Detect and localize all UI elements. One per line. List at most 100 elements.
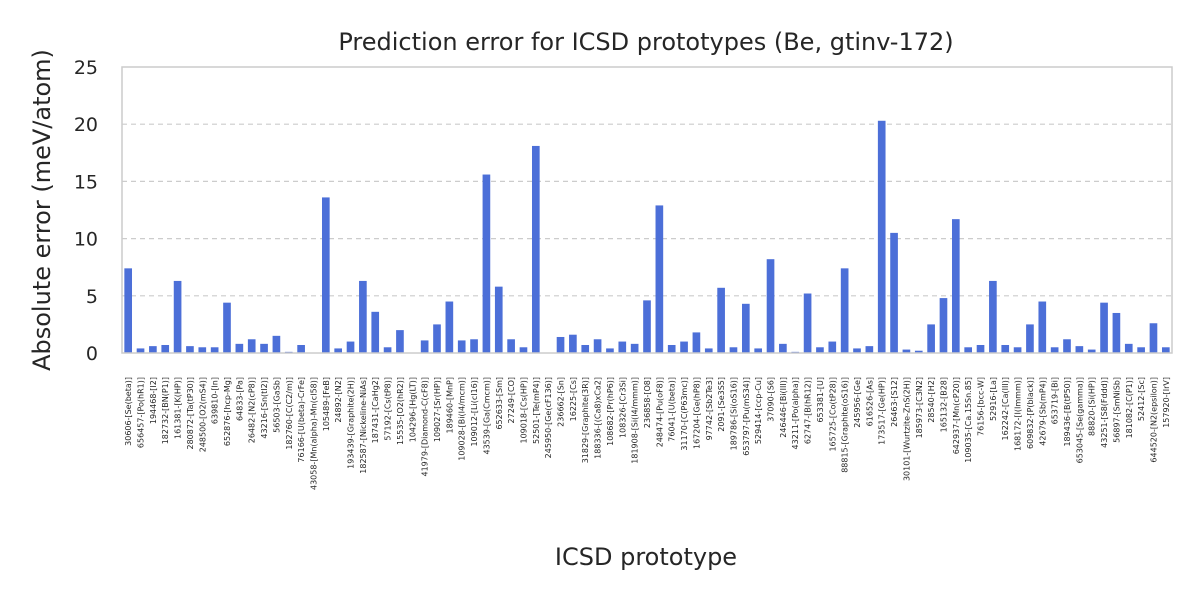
x-tick-label: 56897-[SmNiSb]	[1112, 377, 1121, 443]
x-tick-label: 88815-[Graphite(oS16)]	[841, 377, 850, 473]
bar	[1063, 339, 1071, 353]
x-tick-label: 57192-[Cs(tP8)]	[384, 377, 393, 441]
bar	[840, 268, 849, 353]
bar	[766, 259, 775, 353]
bar	[717, 287, 725, 353]
x-tick-label: 652633-[Sm]	[495, 377, 504, 430]
bar	[779, 343, 787, 353]
bar	[704, 348, 713, 353]
bar	[976, 344, 985, 353]
bar	[136, 348, 145, 353]
x-tick-label: 157920-[IrV]	[1162, 377, 1171, 428]
bar	[494, 286, 503, 353]
x-tick-label: 43058-[Mn(alpha)-Mn(cI58)]	[309, 377, 318, 490]
bar	[359, 280, 367, 353]
bar	[964, 347, 973, 353]
bar	[1038, 301, 1047, 353]
x-tick-label: 168172-[I(Immm)]	[1014, 377, 1023, 451]
x-tick-label: 165132-[B28]	[939, 377, 948, 432]
bar	[951, 219, 960, 353]
x-tick-label: 109035-[Ca.15Sn.85]	[964, 377, 973, 463]
y-tick-label: 15	[74, 171, 98, 193]
bar	[1050, 347, 1059, 353]
x-tick-label: 194468-[I2]	[149, 377, 158, 424]
bar	[556, 336, 565, 353]
bar	[655, 205, 664, 353]
x-tick-label: 529414-[ccp-Cu]	[754, 377, 763, 444]
x-tick-label: 43251-[S8(Fddd)]	[1100, 377, 1109, 448]
x-tick-label: 28540-[H2]	[927, 377, 936, 423]
x-tick-label: 642937-[Mn(cP20)]	[952, 377, 961, 454]
bar	[890, 232, 898, 353]
bar	[186, 346, 194, 353]
x-tick-label: 245950-[Ge(cF136)]	[544, 377, 553, 458]
bar	[1149, 323, 1158, 353]
x-tick-label: 43211-[Po(alpha)]	[791, 377, 800, 449]
bar	[1161, 347, 1170, 353]
x-tick-label: 105489-[FeB]	[322, 377, 331, 431]
x-tick-label: 108326-[Cr3Si]	[618, 377, 627, 438]
x-tick-label: 2091-[Se3S5]	[717, 377, 726, 432]
bar	[667, 344, 676, 353]
x-tick-label: 52916-[La]	[989, 377, 998, 421]
x-tick-label: 64833-[Pa]	[235, 377, 244, 421]
bar	[272, 335, 281, 353]
bar	[1013, 347, 1022, 353]
y-axis-ticks: 0 5 10 15 20 25	[74, 57, 98, 365]
bar	[569, 334, 577, 353]
x-tick-label: 62747-[B(hR12)]	[804, 377, 813, 444]
x-tick-label: 616526-[As]	[865, 377, 874, 426]
x-tick-label: 41979-[Diamond-C(cF8)]	[421, 377, 430, 477]
x-tick-label: 653045-[Se(gamma)]	[1075, 377, 1084, 463]
x-tick-label: 185973-[C3N2]	[915, 377, 924, 438]
x-tick-label: 109018-[Cs(HP)]	[519, 377, 528, 444]
bar	[643, 300, 651, 353]
bar	[223, 302, 231, 353]
bar	[828, 341, 837, 353]
bar	[507, 339, 515, 353]
x-tick-label: 246446-[Bi(III)]	[779, 377, 788, 438]
bar	[1124, 343, 1133, 353]
y-tick-label: 10	[74, 229, 98, 251]
x-axis-ticks: 30606-[Se(beta)] 656457-[Po(hR1)] 194468-[…	[124, 377, 1171, 490]
x-tick-label: 653719-[Bi]	[1051, 377, 1060, 424]
y-tick-label: 20	[74, 114, 98, 136]
x-tick-label: 43539-[Ga(Cmcm)]	[482, 377, 491, 455]
x-tick-label: 193439-[Graphite(2H)]	[347, 377, 356, 469]
x-tick-label: 609832-[P(black)]	[1026, 377, 1035, 449]
bar	[1026, 324, 1034, 353]
bar	[606, 348, 614, 353]
bar	[260, 343, 268, 353]
x-tick-label: 639810-[In]	[211, 377, 220, 424]
bar	[1100, 302, 1108, 353]
bar	[630, 343, 639, 353]
x-tick-label: 161381-[K(HP)]	[174, 377, 183, 439]
bar	[939, 298, 948, 353]
x-tick-label: 248500-[O2(mS4)]	[198, 377, 207, 452]
bar	[1075, 346, 1084, 353]
x-tick-label: 52501-[Te(mP4)]	[532, 377, 541, 444]
bar	[989, 280, 997, 353]
x-tick-label: 31829-[Graphite(3R)]	[581, 377, 590, 463]
x-axis-label: ICSD prototype	[555, 543, 737, 571]
x-tick-label: 165725-[Co(tP28)]	[828, 377, 837, 452]
bar	[173, 280, 182, 353]
y-tick-label: 0	[86, 343, 98, 365]
bar	[519, 347, 528, 353]
x-tick-label: 182760-[C(C2/m)]	[285, 377, 294, 450]
x-tick-label: 109028-[Bi(I4/mcm)]	[458, 377, 467, 461]
x-tick-label: 652876-[hcp-Mg]	[223, 377, 232, 446]
bar	[482, 174, 491, 353]
bar	[210, 347, 219, 353]
bar	[445, 301, 454, 353]
bar	[383, 347, 392, 353]
x-tick-label: 27249-[CO]	[507, 377, 516, 423]
bar	[235, 343, 244, 353]
x-tick-label: 189436-[B(tP50)]	[1063, 377, 1072, 447]
x-tick-label: 181082-[C(P1)]	[1125, 377, 1134, 438]
x-tick-label: 280872-[Ta(tP30)]	[186, 377, 195, 450]
x-tick-label: 188336-[(Ca8)xCa2]	[594, 377, 603, 459]
x-tick-label: 30101-[Wurtzite-ZnS(2H)]	[902, 377, 911, 481]
x-tick-label: 162242-[Ca(III)]	[1001, 377, 1010, 440]
